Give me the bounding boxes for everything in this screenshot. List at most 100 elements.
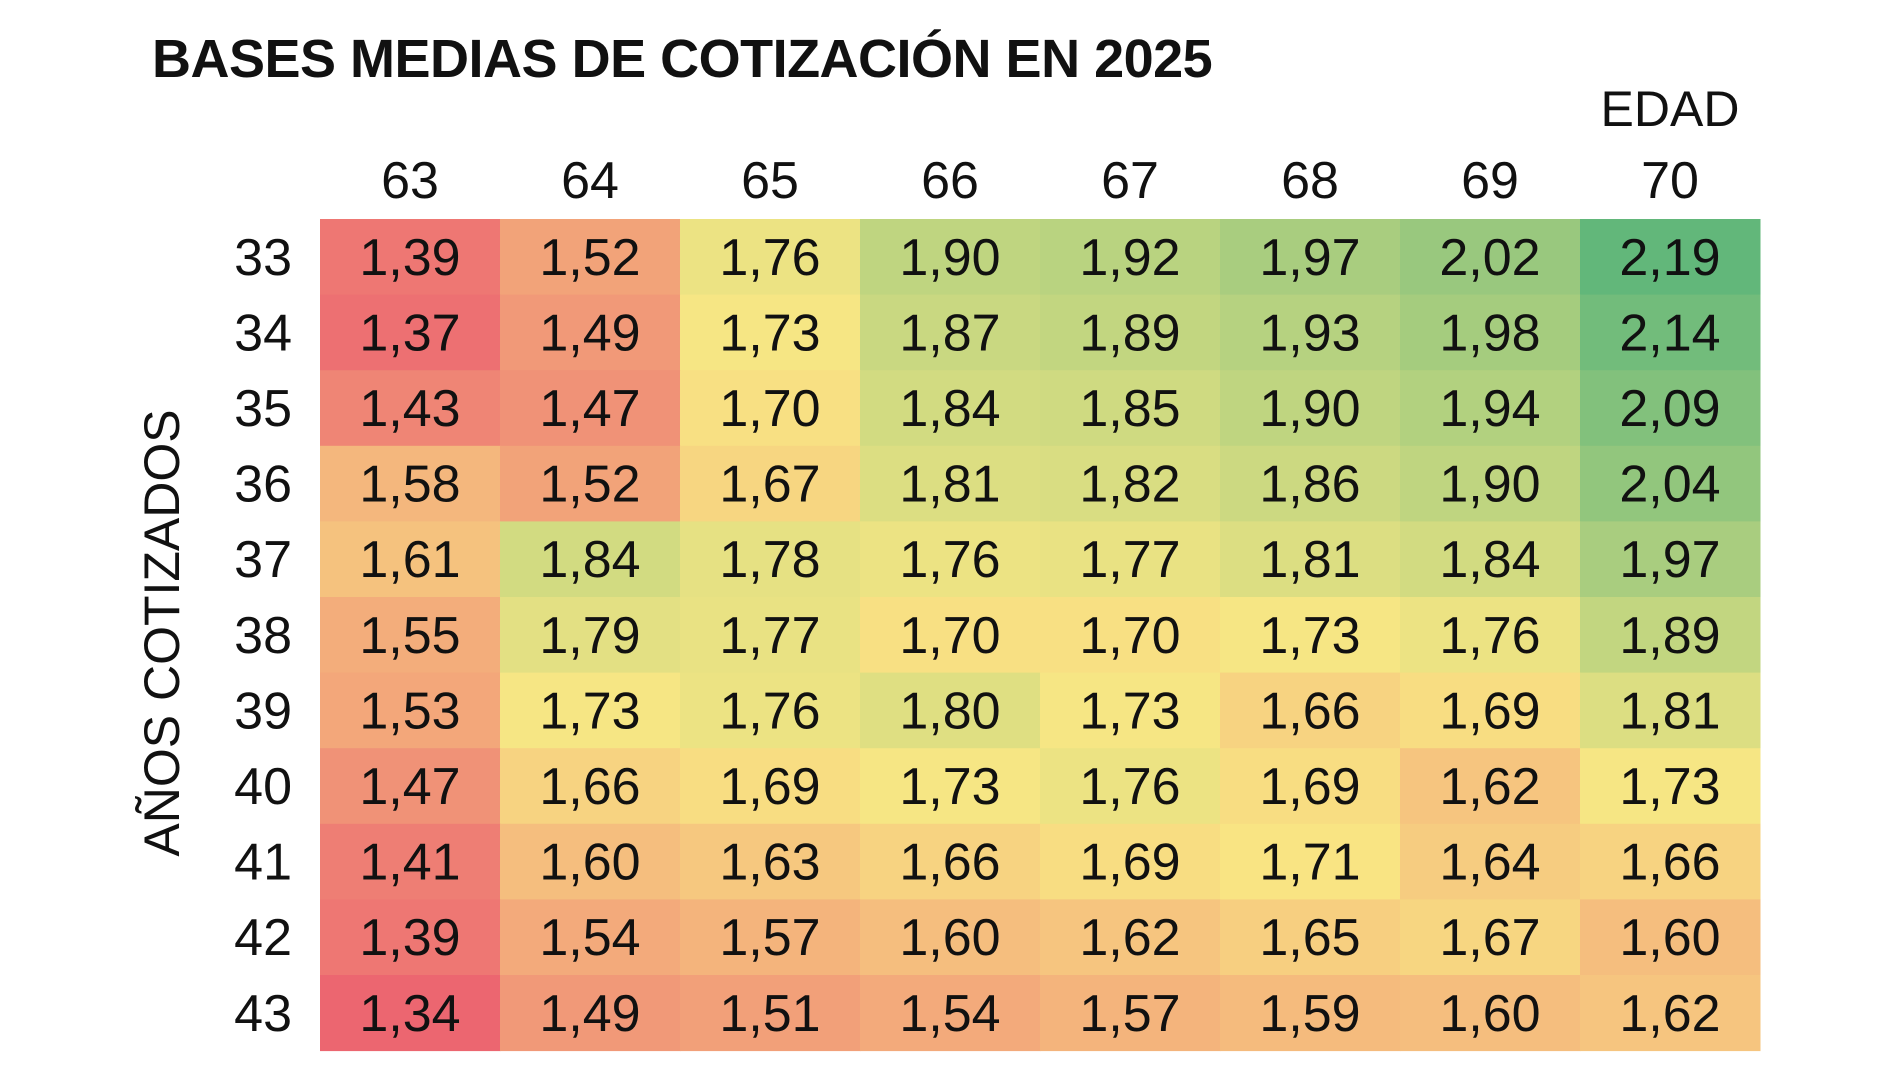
cell-value-label: 1,77 <box>719 607 820 665</box>
y-tick-label: 37 <box>234 531 292 589</box>
cell-value-label: 1,73 <box>1259 607 1360 665</box>
cell-value-label: 1,43 <box>359 380 460 438</box>
heatmap-cell <box>1580 294 1761 371</box>
heatmap-cell <box>1400 521 1581 598</box>
cell-value-label: 1,53 <box>359 682 460 740</box>
heatmap-cell <box>320 521 501 598</box>
heatmap-cell <box>1400 219 1581 296</box>
cell-value-label: 1,66 <box>899 834 1000 892</box>
cell-value-label: 2,02 <box>1439 229 1540 287</box>
cell-value-label: 1,76 <box>1439 607 1540 665</box>
x-tick-label: 70 <box>1641 152 1699 210</box>
cell-value-label: 1,58 <box>359 456 460 514</box>
heatmap-cell <box>500 294 681 371</box>
heatmap-cell <box>1040 899 1221 976</box>
heatmap-cell <box>320 294 501 371</box>
cell-value-label: 2,19 <box>1619 229 1720 287</box>
x-tick-label: 65 <box>741 152 799 210</box>
heatmap-cell <box>500 370 681 447</box>
x-tick-label: 66 <box>921 152 979 210</box>
heatmap-cell <box>860 370 1041 447</box>
heatmap-cell <box>860 219 1041 296</box>
cell-value-label: 1,94 <box>1439 380 1540 438</box>
heatmap-cell <box>860 521 1041 598</box>
cell-value-label: 1,41 <box>359 834 460 892</box>
cell-value-label: 1,60 <box>1619 909 1720 967</box>
heatmap-cell <box>1040 597 1221 674</box>
cell-value-label: 1,71 <box>1259 834 1360 892</box>
heatmap-cell <box>500 975 681 1052</box>
heatmap-cell <box>1580 748 1761 825</box>
heatmap-cell <box>680 521 861 598</box>
cell-value-label: 1,92 <box>1079 229 1180 287</box>
heatmap-cell <box>1400 294 1581 371</box>
heatmap-cell <box>1580 219 1761 296</box>
heatmap-cell <box>1040 748 1221 825</box>
cell-value-label: 1,86 <box>1259 456 1360 514</box>
heatmap-cell <box>500 823 681 900</box>
cell-value-label: 1,60 <box>899 909 1000 967</box>
cell-value-label: 2,09 <box>1619 380 1720 438</box>
heatmap-cell <box>1220 370 1401 447</box>
heatmap-cell <box>1400 445 1581 522</box>
heatmap-cell <box>1040 370 1221 447</box>
cell-value-label: 1,98 <box>1439 304 1540 362</box>
cell-value-label: 1,84 <box>539 531 640 589</box>
cell-value-label: 1,81 <box>1619 682 1720 740</box>
heatmap-cell <box>320 899 501 976</box>
cell-value-label: 1,69 <box>719 758 820 816</box>
cell-value-label: 1,73 <box>1079 682 1180 740</box>
heatmap-cell <box>860 899 1041 976</box>
cell-value-label: 1,49 <box>539 985 640 1043</box>
heatmap-cell <box>1040 445 1221 522</box>
heatmap-cell <box>860 294 1041 371</box>
heatmap-cell <box>860 823 1041 900</box>
heatmap-cell <box>1220 748 1401 825</box>
cell-value-label: 1,81 <box>899 456 1000 514</box>
cell-value-label: 1,60 <box>1439 985 1540 1043</box>
cell-value-label: 1,82 <box>1079 456 1180 514</box>
cell-value-label: 1,87 <box>899 304 1000 362</box>
chart-title: BASES MEDIAS DE COTIZACIÓN EN 2025 <box>152 29 1213 89</box>
heatmap-cell <box>1220 597 1401 674</box>
y-tick-label: 34 <box>234 304 292 362</box>
heatmap-cell <box>680 445 861 522</box>
cell-value-label: 1,66 <box>1259 682 1360 740</box>
cell-value-label: 1,73 <box>1619 758 1720 816</box>
cell-value-label: 1,79 <box>539 607 640 665</box>
y-tick-label: 42 <box>234 909 292 967</box>
heatmap-cell <box>1580 597 1761 674</box>
cell-value-label: 2,04 <box>1619 456 1720 514</box>
heatmap-cell <box>1580 975 1761 1052</box>
y-tick-label: 36 <box>234 456 292 514</box>
cell-value-label: 1,76 <box>899 531 1000 589</box>
heatmap-cell <box>1040 672 1221 749</box>
cell-value-label: 1,39 <box>359 909 460 967</box>
cell-value-label: 1,66 <box>1619 834 1720 892</box>
heatmap-cell <box>1580 370 1761 447</box>
cell-value-label: 1,78 <box>719 531 820 589</box>
heatmap-cell <box>1400 370 1581 447</box>
heatmap-cell <box>1220 975 1401 1052</box>
cell-value-label: 1,76 <box>1079 758 1180 816</box>
y-tick-label: 33 <box>234 229 292 287</box>
cell-value-label: 1,69 <box>1259 758 1360 816</box>
cell-value-label: 1,69 <box>1079 834 1180 892</box>
y-tick-label: 35 <box>234 380 292 438</box>
cell-value-label: 1,54 <box>539 909 640 967</box>
y-tick-label: 43 <box>234 985 292 1043</box>
heatmap-cell <box>320 445 501 522</box>
heatmap-cell <box>500 672 681 749</box>
heatmap-cell <box>1400 597 1581 674</box>
cell-value-label: 1,76 <box>719 229 820 287</box>
cell-value-label: 1,89 <box>1619 607 1720 665</box>
cell-value-label: 1,51 <box>719 985 820 1043</box>
cell-value-label: 1,62 <box>1439 758 1540 816</box>
cell-value-label: 1,60 <box>539 834 640 892</box>
cell-value-label: 1,73 <box>899 758 1000 816</box>
heatmap-cell <box>1220 823 1401 900</box>
x-tick-label: 68 <box>1281 152 1339 210</box>
cell-value-label: 1,81 <box>1259 531 1360 589</box>
cell-value-label: 1,57 <box>719 909 820 967</box>
